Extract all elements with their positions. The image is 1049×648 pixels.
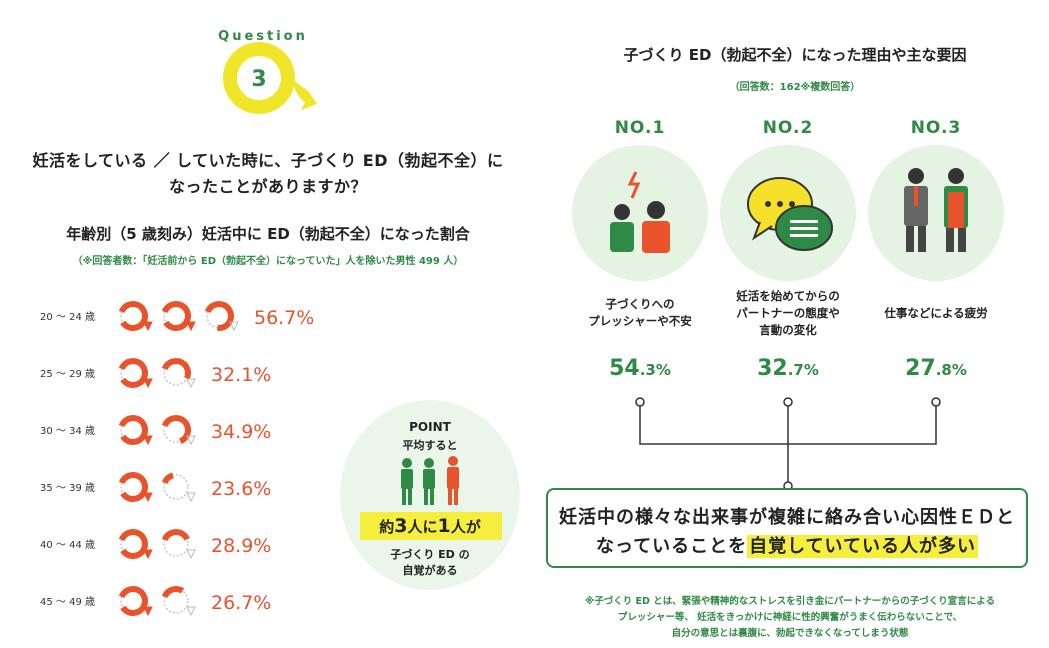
conclusion-line2-prefix: なっていることを	[595, 536, 748, 557]
pictogram-icon	[161, 414, 196, 446]
question-title-line1: 妊活をしている ／ していた時に、子づくり ED（勃起不全）に	[32, 151, 504, 170]
pictogram-icon	[118, 415, 153, 446]
reason-2-line2: パートナーの態度や	[736, 306, 840, 320]
question-word: Question	[218, 29, 308, 44]
ratio-mid: 人に	[407, 518, 438, 536]
reason-2-line1: 妊活を始めてからの	[736, 289, 840, 303]
reasons-title: 子づくり ED（勃起不全）になった理由や主な要因	[623, 46, 967, 64]
category-label: 35 〜 39 歳	[40, 482, 95, 494]
reason-3-label: 仕事などによる疲労	[861, 305, 1011, 322]
reason-3-circle	[868, 145, 1004, 281]
category-label: 25 〜 29 歳	[40, 368, 95, 380]
three-people-icon	[401, 456, 459, 505]
pictogram-icon	[118, 529, 153, 560]
rank-3: NO.3	[910, 118, 962, 138]
ratio-suffix: 人が	[450, 518, 481, 536]
pictogram-icon	[161, 472, 196, 503]
reason-2-pct-int: 32	[757, 356, 788, 381]
value-label: 23.6%	[211, 478, 271, 500]
ratio-b: 1	[437, 515, 451, 537]
point-desc: 子づくり ED の 自覚がある	[340, 547, 520, 579]
chart-note: （※回答者数：「妊活前から ED（勃起不全）になっていた」人を除いた男性 499…	[72, 256, 464, 267]
value-label: 28.9%	[211, 535, 271, 557]
pictogram-icon	[161, 529, 196, 560]
connector-lines	[635, 397, 941, 491]
pictogram-icon	[118, 586, 153, 617]
pictogram-icon	[161, 358, 196, 389]
value-label: 26.7%	[211, 592, 271, 614]
point-sub: 平均すると	[402, 439, 458, 452]
age-pictogram-chart: 20 〜 24 歳 56.7% 25 〜 29 歳 32.1% 30 〜 34 歳 34.…	[40, 301, 314, 617]
footnote-line2: プレッシャー等、 妊活をきっかけに神経に性的興奮がうまく伝わらないことで、	[617, 612, 963, 623]
footnote-line3: 自分の意思とは裏腹に、勃起できなくなってしまう状態	[671, 628, 909, 639]
category-label: 45 〜 49 歳	[40, 596, 95, 608]
question-title: 妊活をしている ／ していた時に、子づくり ED（勃起不全）に なったことがあり…	[18, 148, 518, 200]
tired-workers-icon	[904, 168, 968, 252]
reason-2-pct-dec: .7%	[787, 361, 819, 379]
value-label: 34.9%	[211, 421, 271, 443]
ratio-prefix: 約	[379, 518, 395, 536]
point-ratio: 約3人に1人が	[340, 512, 520, 541]
pictogram-icon	[118, 358, 153, 389]
point-highlight	[360, 512, 502, 540]
reason-1-pct: 54.3%	[570, 356, 710, 381]
category-label: 40 〜 44 歳	[40, 539, 95, 551]
conclusion-line1: 妊活中の様々な出来事が複雑に絡み合い心因性ＥＤと	[559, 507, 1015, 528]
reasons-note: （回答数：162※複数回答）	[729, 82, 861, 93]
stressed-couple-icon	[610, 171, 670, 253]
reason-1-pct-int: 54	[609, 356, 640, 381]
reason-2-label: 妊活を始めてからの パートナーの態度や 言動の変化	[713, 288, 863, 339]
pictogram-icon	[118, 301, 153, 332]
reason-1-circle	[572, 145, 708, 281]
reason-2-line3: 言動の変化	[759, 323, 817, 337]
category-label: 30 〜 34 歳	[40, 425, 95, 437]
reason-1-line2: プレッシャーや不安	[588, 314, 692, 328]
chart-title: 年齢別（5 歳刻み）妊活中に ED（勃起不全）になった割合	[66, 225, 470, 243]
reason-3-pct-dec: .8%	[935, 361, 967, 379]
question-badge: 3 Question	[218, 29, 317, 114]
point-desc-line2: 自覚がある	[402, 564, 458, 577]
category-label: 20 〜 24 歳	[40, 311, 95, 323]
question-number: 3	[251, 67, 266, 92]
value-label: 56.7%	[254, 307, 314, 329]
pictogram-icon	[161, 586, 196, 617]
ratio-a: 3	[394, 515, 408, 537]
question-title-line2: なったことがありますか？	[168, 177, 367, 196]
value-label: 32.1%	[211, 364, 271, 386]
reason-3-pct: 27.8%	[866, 356, 1006, 381]
reason-3-line1: 仕事などによる疲労	[884, 306, 988, 320]
reason-1-label: 子づくりへの プレッシャーや不安	[565, 296, 715, 330]
reason-2-pct: 32.7%	[718, 356, 858, 381]
point-label: POINT	[409, 420, 451, 434]
conclusion-highlight: 自覚していている人が多い	[747, 535, 979, 558]
rank-2: NO.2	[762, 118, 814, 138]
footnote-line1: ※子づくり ED とは、緊張や精神的なストレスを引き金にパートナーからの子づくり…	[585, 596, 995, 607]
conclusion-line2: なっていることを 自覚していている人が多い	[546, 532, 1028, 558]
rank-1: NO.1	[614, 118, 666, 138]
reason-1-pct-dec: .3%	[639, 361, 671, 379]
pictogram-icon	[118, 472, 153, 503]
pictogram-icon	[204, 301, 239, 332]
point-desc-line1: 子づくり ED の	[390, 548, 470, 561]
reason-3-pct-int: 27	[905, 356, 936, 381]
footnote: ※子づくり ED とは、緊張や精神的なストレスを引き金にパートナーからの子づくり…	[540, 594, 1040, 642]
pictogram-icon	[161, 301, 196, 332]
speech-bubbles-icon	[747, 177, 833, 251]
reason-1-line1: 子づくりへの	[605, 297, 675, 311]
